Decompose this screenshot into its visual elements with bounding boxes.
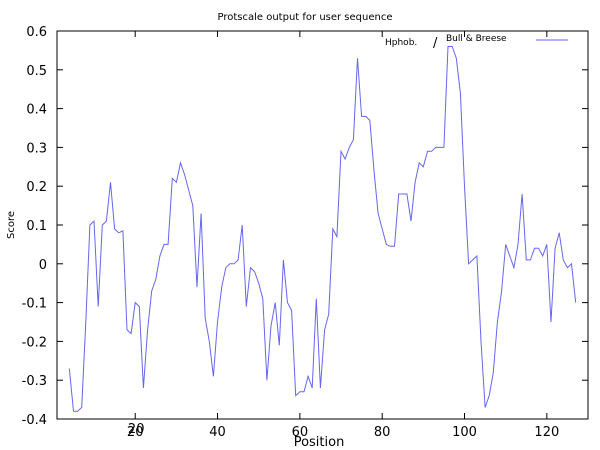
x-tick-label: 20 bbox=[127, 425, 144, 440]
legend: Hphob. / Bull & Breese bbox=[385, 34, 568, 51]
y-tick-label: 0.4 bbox=[26, 103, 47, 118]
y-tick-label: 0 bbox=[39, 258, 47, 273]
x-tick-label: 60 bbox=[292, 425, 309, 440]
y-tick-label: 0.5 bbox=[26, 64, 47, 79]
y-tick-label: 0.1 bbox=[26, 219, 47, 234]
x-tick-label: 80 bbox=[374, 425, 391, 440]
chart-title: Protscale output for user sequence bbox=[218, 12, 393, 23]
y-tick-label: 0.6 bbox=[26, 25, 47, 40]
y-tick-label: 0.2 bbox=[26, 180, 47, 195]
x-axis-label: Position bbox=[294, 435, 345, 450]
series-layer bbox=[68, 46, 577, 412]
y-tick-label: -0.1 bbox=[22, 297, 47, 312]
y-tick-label: -0.2 bbox=[22, 335, 47, 350]
x-tick-label: 120 bbox=[534, 425, 559, 440]
y-axis-label: Score bbox=[6, 211, 17, 239]
legend-text-left: Hphob. bbox=[385, 38, 417, 48]
legend-text-right: Bull & Breese bbox=[446, 34, 507, 44]
x-tick-label-overlap: 20 bbox=[128, 422, 145, 437]
x-axis: 20 40 60 80 100 120 bbox=[127, 31, 559, 440]
y-axis: -0.4 -0.3 -0.2 -0.1 0 0.1 0.2 0.3 0.4 0.5 0.6 bbox=[22, 25, 588, 428]
x-tick-label: 100 bbox=[452, 425, 477, 440]
legend-separator: / bbox=[433, 36, 438, 51]
y-tick-label: -0.4 bbox=[22, 413, 47, 428]
y-tick-label: 0.3 bbox=[26, 141, 47, 156]
y-tick-label: -0.3 bbox=[22, 374, 47, 389]
x-tick-label: 40 bbox=[209, 425, 226, 440]
series-line-bull-breese bbox=[68, 46, 577, 412]
